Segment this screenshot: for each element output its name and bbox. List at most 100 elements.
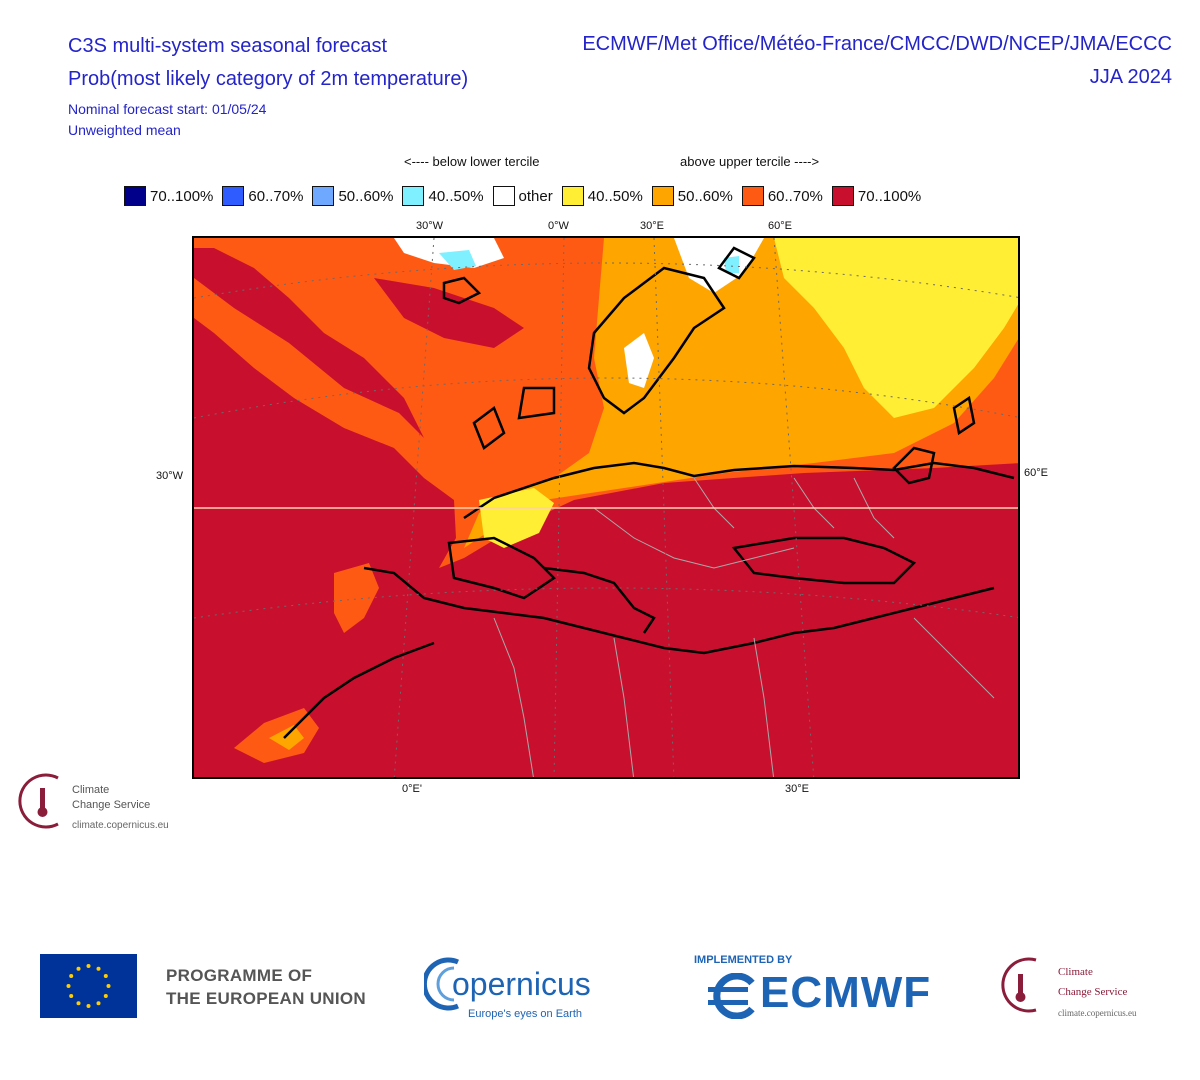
coastline [952, 395, 976, 436]
implemented-by: IMPLEMENTED BY [694, 954, 793, 966]
coastline [442, 276, 482, 305]
legend-swatch [222, 186, 245, 206]
legend-swatch [831, 186, 854, 206]
legend-item: 60..70% [741, 186, 823, 206]
legend-above-hint: above upper tercile ----> [680, 154, 820, 169]
copernicus-name: opernicus [452, 966, 591, 1002]
legend-label: other [518, 187, 553, 205]
copernicus-logo: opernicus Europe's eyes on Earth [424, 952, 614, 1024]
ecmwf-logo-icon [708, 973, 755, 1019]
graticule-line [194, 377, 1018, 419]
ccs-logo-icon [18, 773, 59, 829]
legend-item: other [492, 186, 553, 206]
legend-label: 60..70% [767, 187, 823, 205]
ccs-logo-small: Climate Change Service climate.copernicu… [14, 768, 214, 838]
ccs-name-line1: Climate [72, 784, 110, 796]
ecmwf-logo: ECMWF [694, 968, 954, 1022]
coastline [587, 266, 726, 415]
axis-label-right: 60°E [1024, 467, 1048, 479]
axis-label-left: 30°W [156, 470, 184, 482]
coastline [463, 461, 1015, 520]
legend-label: 70..100% [857, 187, 922, 205]
axis-label-bottom: 0°E' [402, 783, 422, 795]
legend-below-hint: <---- below lower tercile [404, 154, 540, 169]
coastline [717, 246, 756, 280]
forecast-start: Nominal forecast start: 01/05/24 [68, 101, 267, 117]
forecast-map-canvas [194, 238, 1018, 777]
legend: 70..100% 60..70% 50..60% 40..50% other 4… [124, 184, 930, 208]
eu-programme-line2: THE EUROPEAN UNION [166, 989, 366, 1008]
eu-flag-stars [66, 964, 111, 1008]
ccs-url: climate.copernicus.eu [72, 820, 169, 831]
legend-item: 70..100% [124, 186, 213, 206]
forecast-map [192, 236, 1020, 779]
legend-item: 60..70% [222, 186, 303, 206]
legend-label: 50..60% [338, 187, 394, 205]
copernicus-logo-icon [424, 957, 459, 1011]
ccs-footer-icon [1001, 957, 1037, 1013]
legend-swatch [492, 186, 515, 206]
border [753, 637, 775, 777]
legend-item: 70..100% [831, 186, 922, 206]
coastline [731, 536, 917, 585]
title-line-2: Prob(most likely category of 2m temperat… [68, 68, 469, 90]
axis-label-bottom: 30°E [785, 783, 809, 795]
legend-item: 50..60% [651, 186, 733, 206]
ccs-footer-url: climate.copernicus.eu [1058, 1008, 1137, 1018]
legend-item: 50..60% [312, 186, 393, 206]
field-red-orange [334, 563, 379, 633]
border [613, 637, 635, 777]
axis-label-top: 30°E [640, 220, 664, 232]
coastline [472, 406, 506, 450]
coastline [447, 536, 556, 600]
coastline [283, 641, 435, 739]
copernicus-tagline: Europe's eyes on Earth [468, 1008, 583, 1020]
border [493, 617, 534, 777]
coastline [892, 446, 936, 485]
eu-programme-line1: PROGRAMME OF [166, 966, 313, 985]
legend-swatch [561, 186, 584, 206]
graticule-line [194, 587, 1018, 619]
legend-swatch [741, 186, 764, 206]
graticule [194, 238, 1018, 777]
eu-flag [40, 954, 137, 1018]
legend-swatch [402, 186, 425, 206]
season-label: JJA 2024 [1089, 66, 1172, 88]
legend-label: 50..60% [677, 187, 733, 205]
coastline [517, 386, 556, 420]
axis-label-top: 0°W [548, 220, 569, 232]
legend-label: 40..50% [428, 187, 484, 205]
field-orange [269, 725, 304, 750]
model-list: ECMWF/Met Office/Météo-France/CMCC/DWD/N… [582, 33, 1172, 55]
legend-swatch [651, 186, 674, 206]
legend-label: 40..50% [587, 187, 643, 205]
field-cyan [439, 250, 476, 270]
legend-item: 40..50% [561, 186, 643, 206]
field-yellow [479, 488, 554, 548]
title-line-1: C3S multi-system seasonal forecast [68, 35, 388, 57]
field-white [624, 333, 654, 388]
legend-swatch [124, 186, 146, 206]
axis-label-top: 60°E [768, 220, 792, 232]
field-cyan [724, 256, 739, 273]
coastlines [283, 246, 1015, 739]
legend-label: 70..100% [150, 187, 214, 205]
legend-label: 60..70% [248, 187, 304, 205]
mean-type: Unweighted mean [68, 122, 181, 138]
border [593, 507, 795, 569]
field-red [194, 248, 424, 438]
border [853, 477, 895, 539]
graticule-line [194, 262, 1018, 299]
coastline [543, 566, 656, 634]
ecmwf-name: ECMWF [760, 968, 932, 1017]
legend-item: 40..50% [402, 186, 484, 206]
ccs-logo-footer: Climate Change Service climate.copernicu… [994, 952, 1154, 1024]
field-red [374, 278, 524, 348]
border [913, 617, 995, 699]
ccs-footer-line1: Climate [1058, 966, 1093, 978]
legend-swatch [312, 186, 335, 206]
field-yellow [774, 238, 1018, 418]
axis-label-top: 30°W [416, 220, 444, 232]
ccs-footer-line2: Change Service [1058, 986, 1128, 998]
ccs-name-line2: Change Service [72, 799, 151, 811]
